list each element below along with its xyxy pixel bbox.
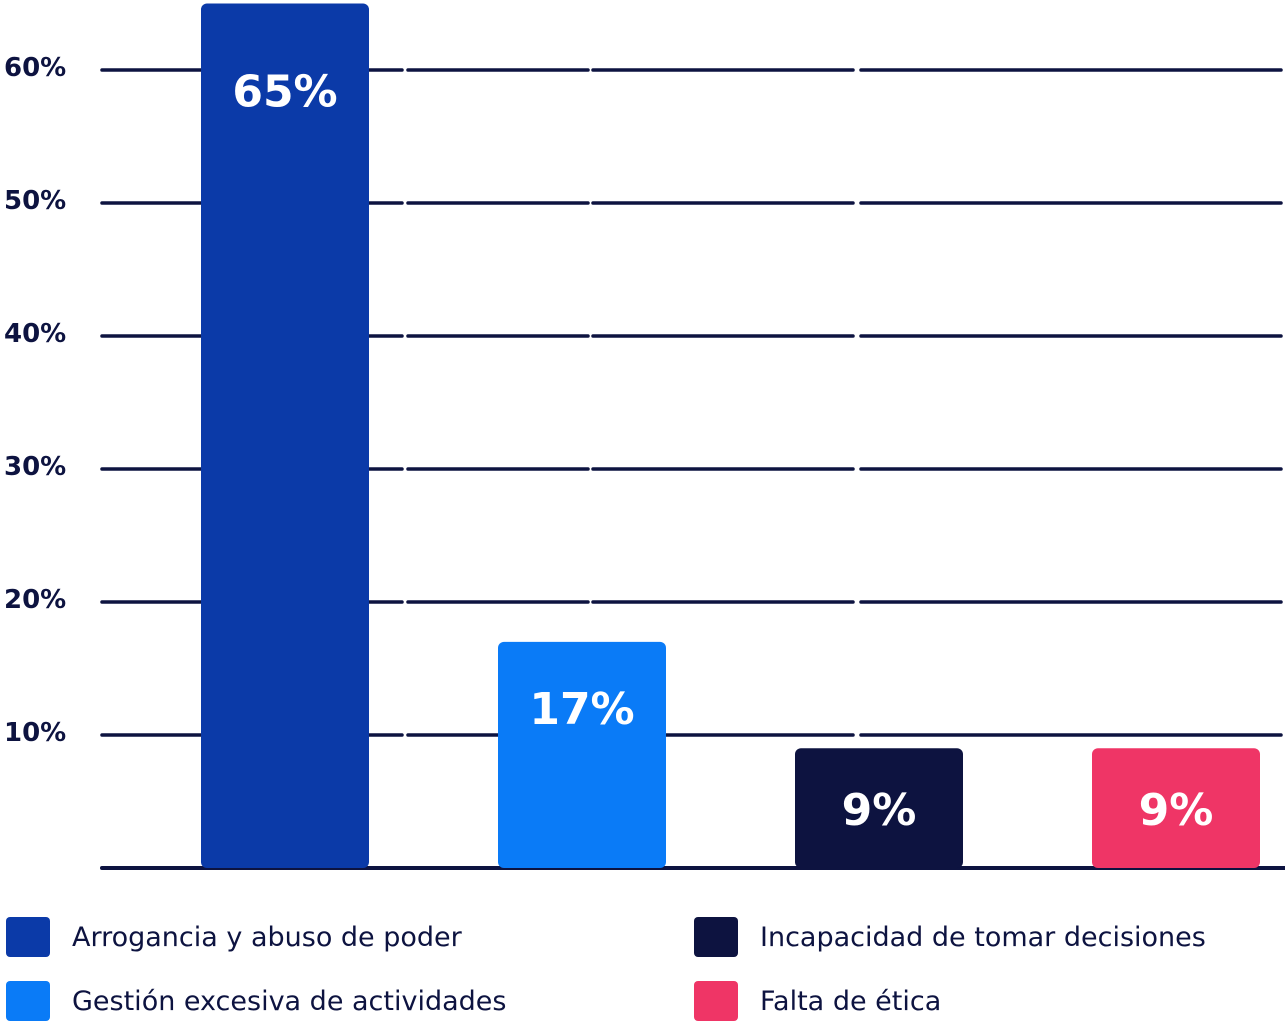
legend-label: Falta de ética <box>760 985 942 1017</box>
bar-value-label: 17% <box>529 684 634 735</box>
legend-swatch <box>694 981 738 1021</box>
y-axis-ticks: 10% 20% 30% 40% 50% 60% <box>4 53 66 748</box>
legend-item-arrogancia: Arrogancia y abuso de poder <box>6 917 462 957</box>
bar <box>201 3 369 868</box>
legend-label: Incapacidad de tomar decisiones <box>760 921 1206 953</box>
legend-swatch <box>694 917 738 957</box>
y-tick-label: 50% <box>4 186 66 216</box>
y-tick-label: 20% <box>4 585 66 615</box>
bar-value-labels: 65% 17% 9% 9% <box>232 67 1213 837</box>
legend-swatch <box>6 917 50 957</box>
bar-value-label: 9% <box>842 785 917 836</box>
legend-item-incapacidad: Incapacidad de tomar decisiones <box>694 917 1206 957</box>
bar <box>1092 748 1260 868</box>
bar <box>795 748 963 868</box>
legend-label: Gestión excesiva de actividades <box>72 985 507 1017</box>
y-tick-label: 10% <box>4 718 66 748</box>
legend-item-falta-etica: Falta de ética <box>694 981 941 1021</box>
y-tick-label: 40% <box>4 319 66 349</box>
legend: Arrogancia y abuso de poder Gestión exce… <box>0 905 1285 1021</box>
legend-swatch <box>6 981 50 1021</box>
y-tick-label: 60% <box>4 53 66 83</box>
legend-label: Arrogancia y abuso de poder <box>72 921 462 953</box>
y-tick-label: 30% <box>4 452 66 482</box>
bar-chart: 10% 20% 30% 40% 50% 60% 65% 17% 9% 9% <box>4 3 1285 870</box>
bar-value-label: 9% <box>1139 785 1214 836</box>
bar-value-label: 65% <box>232 67 337 118</box>
bar <box>498 641 666 868</box>
bars <box>201 3 1260 868</box>
legend-item-gestion: Gestión excesiva de actividades <box>6 981 506 1021</box>
